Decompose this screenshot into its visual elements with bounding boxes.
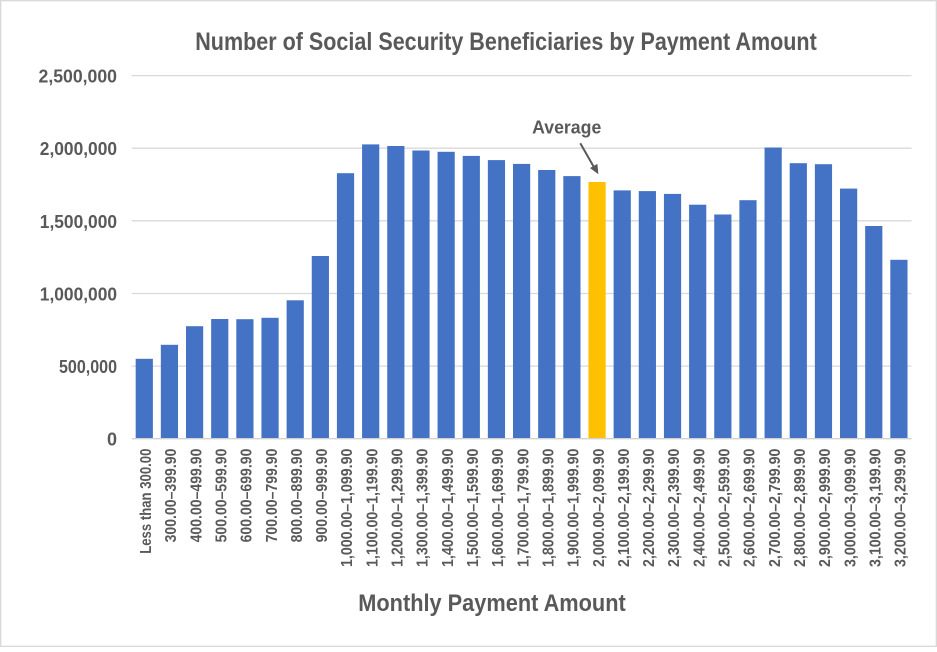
- svg-text:1,500.00–1,599.90: 1,500.00–1,599.90: [465, 449, 482, 567]
- svg-text:1,800.00–1,899.90: 1,800.00–1,899.90: [540, 449, 557, 567]
- svg-text:400.00–499.90: 400.00–499.90: [188, 449, 205, 543]
- svg-text:2,900.00–2,999.90: 2,900.00–2,999.90: [817, 449, 834, 567]
- svg-text:2,000.00–2,099.90: 2,000.00–2,099.90: [591, 449, 608, 567]
- svg-text:3,000.00–3,099.90: 3,000.00–3,099.90: [842, 449, 859, 567]
- svg-text:600.00–699.90: 600.00–699.90: [239, 449, 256, 543]
- svg-text:300.00–399.90: 300.00–399.90: [163, 449, 180, 543]
- svg-text:Monthly Payment Amount: Monthly Payment Amount: [358, 590, 626, 617]
- svg-text:1,000,000: 1,000,000: [40, 285, 117, 305]
- svg-text:1,400.00–1,499.90: 1,400.00–1,499.90: [440, 449, 457, 567]
- svg-text:1,600.00–1,699.90: 1,600.00–1,699.90: [490, 449, 507, 567]
- svg-text:900.00–999.90: 900.00–999.90: [314, 449, 331, 543]
- svg-text:3,200.00–3,299.90: 3,200.00–3,299.90: [893, 449, 910, 567]
- svg-text:3,100.00–3,199.90: 3,100.00–3,199.90: [867, 449, 884, 567]
- svg-text:Less than 300.00: Less than 300.00: [138, 449, 155, 554]
- svg-text:2,600.00–2,699.90: 2,600.00–2,699.90: [742, 449, 759, 567]
- svg-text:2,400.00–2,499.90: 2,400.00–2,499.90: [691, 449, 708, 567]
- svg-text:1,700.00–1,799.90: 1,700.00–1,799.90: [515, 449, 532, 567]
- svg-text:2,500.00–2,599.90: 2,500.00–2,599.90: [717, 449, 734, 567]
- svg-text:1,100.00–1,199.90: 1,100.00–1,199.90: [364, 449, 381, 567]
- svg-text:0: 0: [107, 430, 117, 450]
- svg-text:1,300.00–1,399.90: 1,300.00–1,399.90: [415, 449, 432, 567]
- svg-text:1,500,000: 1,500,000: [40, 212, 117, 232]
- svg-text:2,700.00–2,799.90: 2,700.00–2,799.90: [767, 449, 784, 567]
- svg-text:800.00–899.90: 800.00–899.90: [289, 449, 306, 543]
- svg-text:Number of Social Security Bene: Number of Social Security Beneficiaries …: [195, 28, 817, 56]
- svg-text:2,500,000: 2,500,000: [39, 67, 118, 87]
- svg-text:Average: Average: [532, 118, 601, 138]
- svg-text:1,900.00–1,999.90: 1,900.00–1,999.90: [566, 449, 583, 567]
- svg-text:500.00–599.90: 500.00–599.90: [213, 449, 230, 543]
- svg-text:2,300.00–2,399.90: 2,300.00–2,399.90: [666, 449, 683, 567]
- svg-text:2,200.00–2,299.90: 2,200.00–2,299.90: [641, 449, 658, 567]
- svg-text:1,000.00–1,099.90: 1,000.00–1,099.90: [339, 449, 356, 567]
- svg-text:2,100.00–2,199.90: 2,100.00–2,199.90: [616, 449, 633, 567]
- svg-text:500,000: 500,000: [59, 357, 117, 377]
- svg-text:2,000,000: 2,000,000: [40, 139, 117, 159]
- svg-text:2,800.00–2,899.90: 2,800.00–2,899.90: [792, 449, 809, 567]
- svg-text:1,200.00–1,299.90: 1,200.00–1,299.90: [390, 449, 407, 567]
- svg-text:700.00–799.90: 700.00–799.90: [264, 449, 281, 543]
